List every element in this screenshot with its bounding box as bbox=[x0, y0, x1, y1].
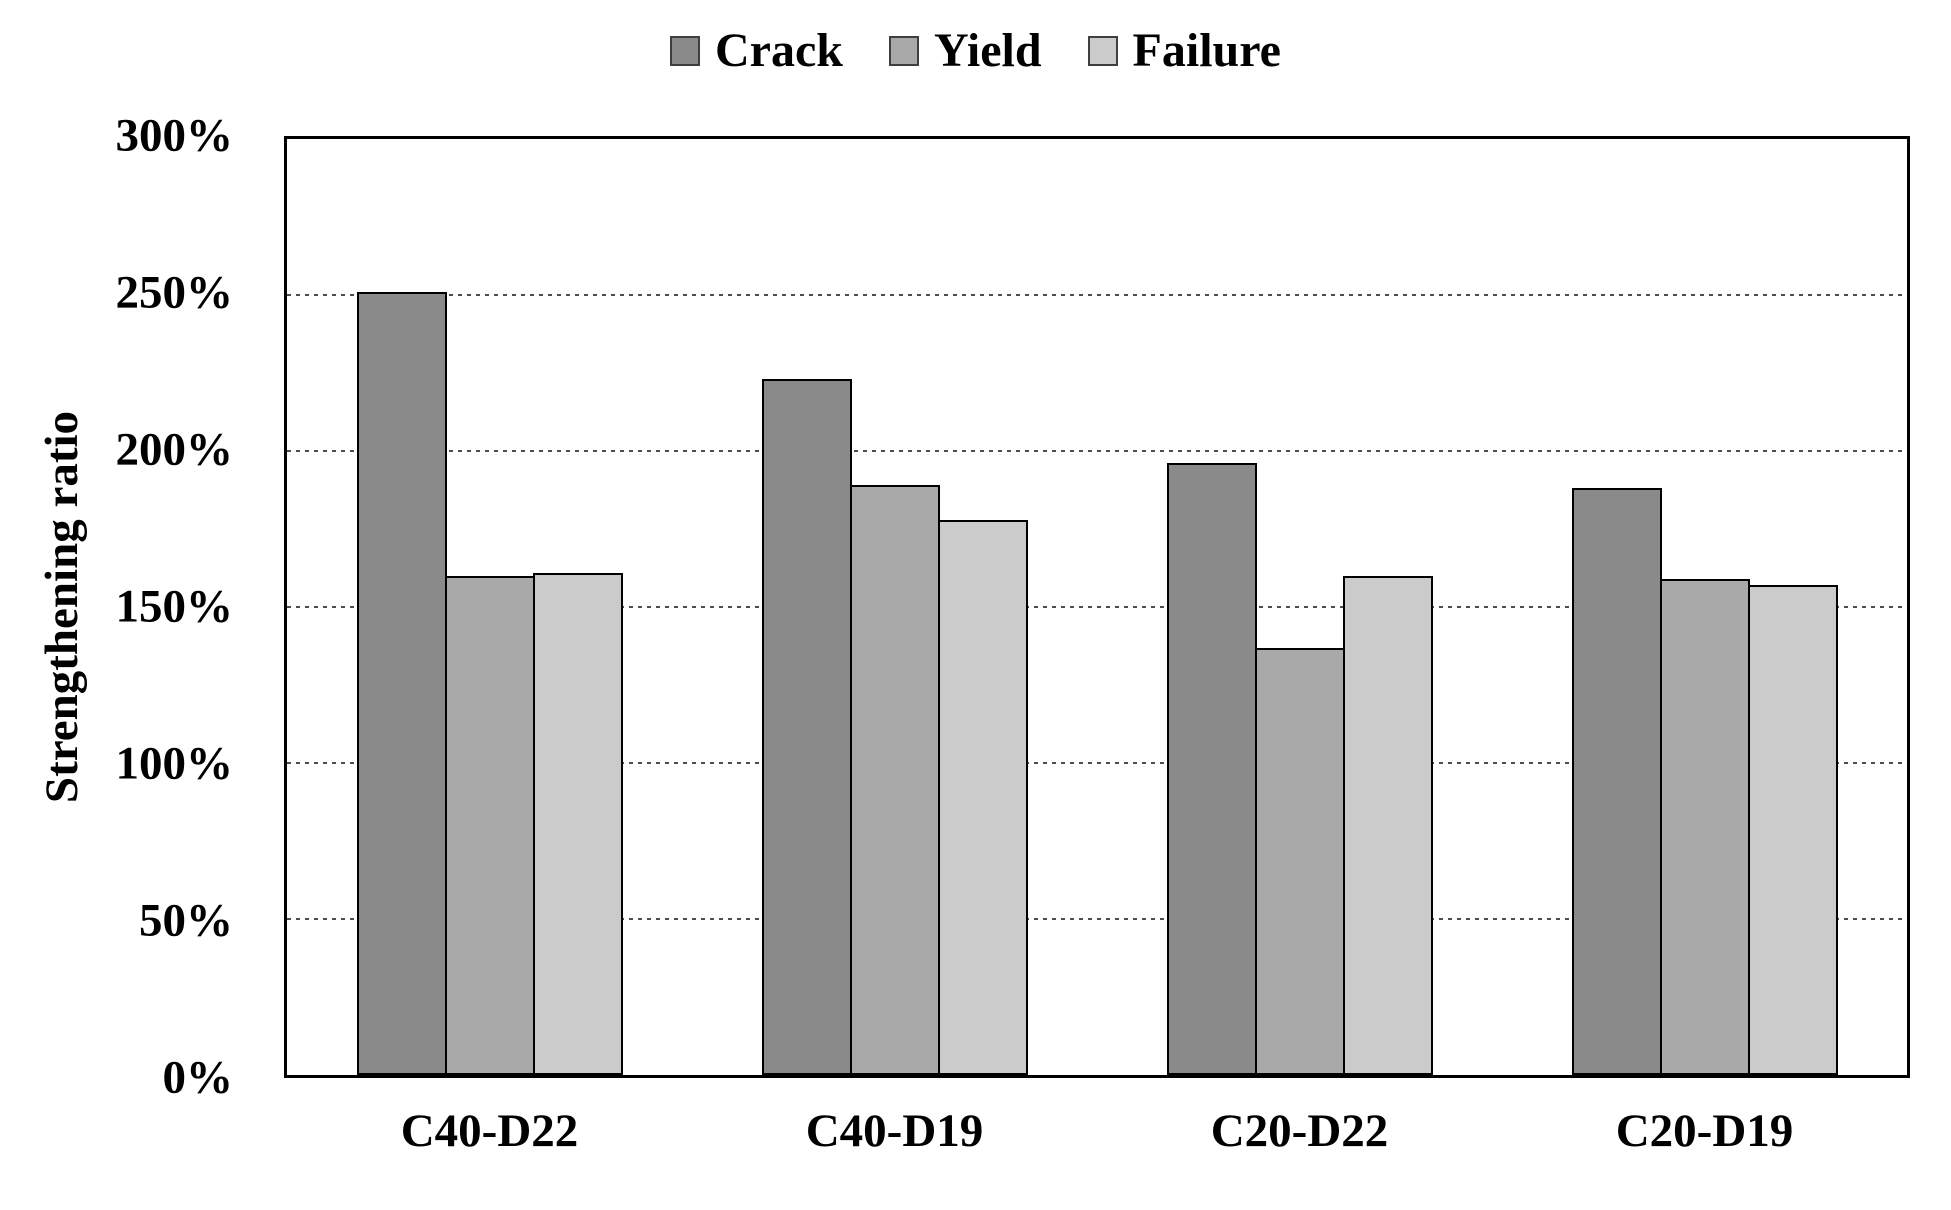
bar-crack-c20-d19 bbox=[1571, 488, 1662, 1075]
y-tick-label-50-: 50% bbox=[139, 894, 233, 947]
legend-item-yield: Yield bbox=[888, 24, 1042, 77]
y-tick-label-150-: 150% bbox=[115, 580, 234, 633]
x-axis-tick-labels: C40-D22 C40-D19 C20-D22 C20-D19 bbox=[287, 1108, 1907, 1178]
legend-label-yield: Yield bbox=[933, 24, 1042, 77]
legend-item-failure: Failure bbox=[1087, 24, 1281, 77]
bar-crack-c20-d22 bbox=[1166, 463, 1257, 1075]
y-tick-label-250-: 250% bbox=[115, 266, 234, 319]
legend-label-crack: Crack bbox=[715, 24, 843, 77]
bar-crack-c40-d19 bbox=[761, 379, 852, 1075]
x-tick-label-c40-d22: C40-D22 bbox=[400, 1105, 579, 1157]
bar-yield-c40-d22 bbox=[444, 576, 535, 1075]
y-tick-label-100-: 100% bbox=[115, 737, 234, 790]
bar-failure-c20-d19 bbox=[1747, 585, 1838, 1075]
bar-failure-c40-d22 bbox=[532, 573, 623, 1075]
bar-crack-c40-d22 bbox=[356, 292, 447, 1075]
x-tick-label-c20-d22: C20-D22 bbox=[1210, 1105, 1389, 1157]
chart-legend: Crack Yield Failure bbox=[0, 18, 1951, 84]
gridline-200 bbox=[287, 450, 1907, 453]
bar-failure-c20-d22 bbox=[1342, 576, 1433, 1075]
y-axis-tick-labels: 0% 50% 100% 150% 200% 250% 300% bbox=[0, 112, 234, 1101]
legend-label-failure: Failure bbox=[1132, 24, 1281, 77]
bar-yield-c40-d19 bbox=[849, 485, 940, 1075]
plot-area bbox=[284, 136, 1910, 1078]
y-tick-label-0-: 0% bbox=[162, 1051, 234, 1104]
bar-failure-c40-d19 bbox=[937, 520, 1028, 1075]
bar-yield-c20-d22 bbox=[1254, 648, 1345, 1075]
x-tick-label-c40-d19: C40-D19 bbox=[805, 1105, 984, 1157]
legend-swatch-yield bbox=[888, 36, 919, 66]
y-tick-label-200-: 200% bbox=[115, 423, 234, 476]
y-tick-label-300-: 300% bbox=[115, 109, 234, 162]
gridline-250 bbox=[287, 294, 1907, 296]
legend-item-crack: Crack bbox=[670, 27, 843, 75]
legend-swatch-crack bbox=[670, 36, 701, 66]
bar-yield-c20-d19 bbox=[1659, 579, 1750, 1075]
legend-swatch-failure bbox=[1087, 36, 1118, 66]
x-tick-label-c20-d19: C20-D19 bbox=[1615, 1105, 1794, 1157]
